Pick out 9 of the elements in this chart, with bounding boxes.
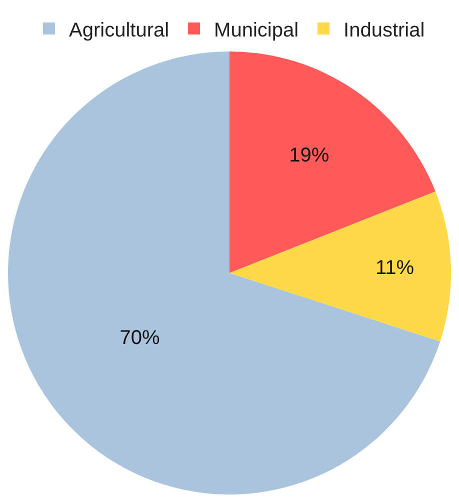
- legend-label: Industrial: [344, 19, 425, 42]
- legend-label: Municipal: [214, 19, 299, 42]
- data-label: 70%: [120, 327, 160, 350]
- data-label: 19%: [289, 144, 330, 167]
- pie-slice: [230, 52, 436, 273]
- pie-slice: [8, 52, 440, 494]
- data-label: 11%: [375, 256, 414, 279]
- pie-slice: [230, 191, 451, 342]
- legend-label: Agricultural: [69, 19, 170, 42]
